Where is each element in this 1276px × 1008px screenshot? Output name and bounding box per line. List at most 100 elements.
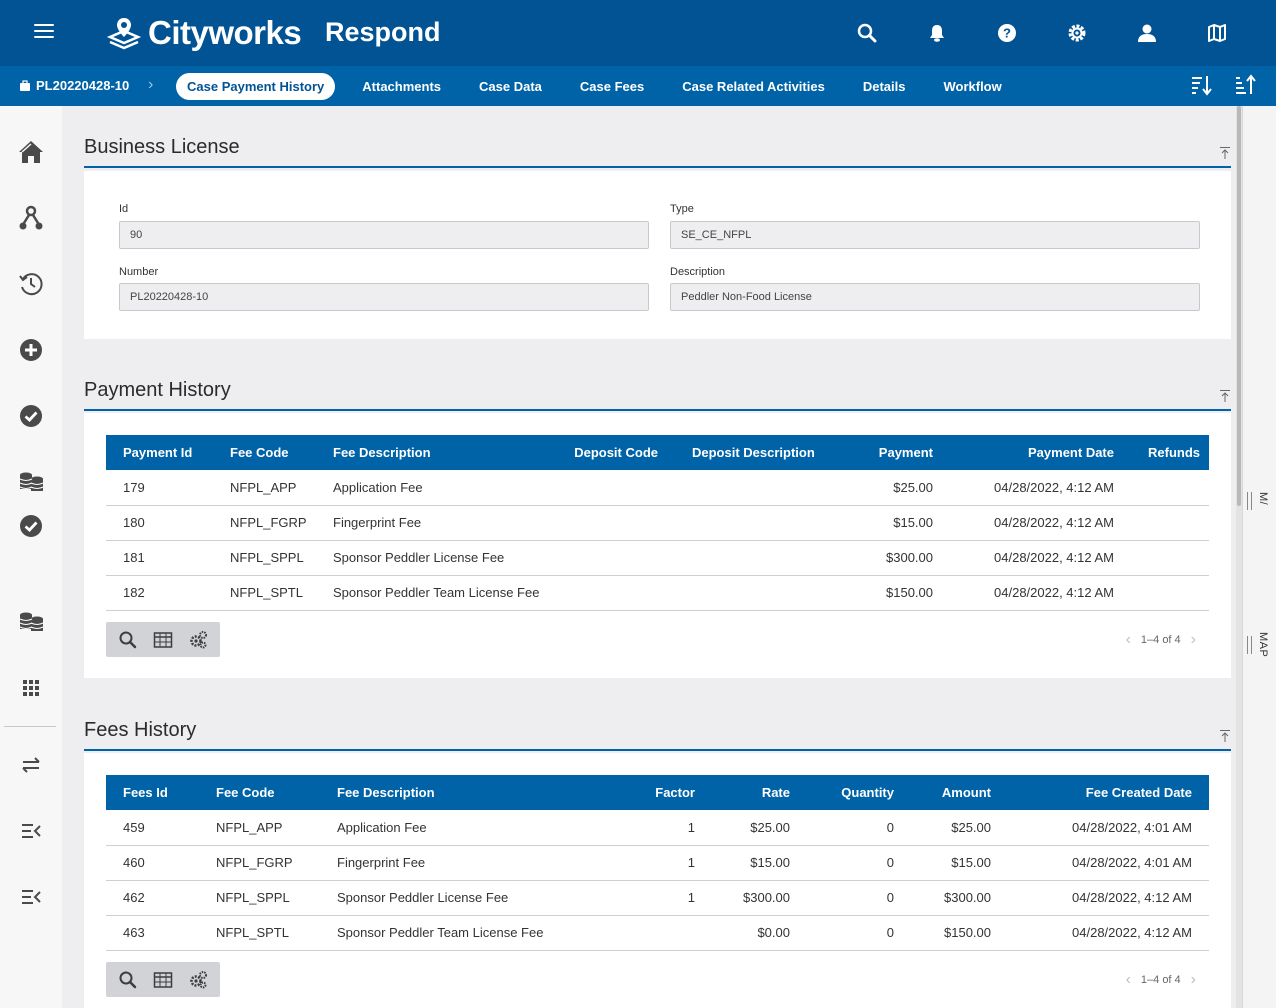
column-header[interactable]: Payment Id [123,445,193,460]
tab-workflow[interactable]: Workflow [943,79,1002,94]
settings-icon[interactable] [1042,18,1112,48]
collapse-section-icon[interactable] [1219,146,1231,160]
amount-cell: $15.00 [911,845,1008,881]
column-header[interactable]: Fee Code [230,445,289,460]
column-header[interactable]: Payment [878,445,933,460]
rail-divider [4,726,56,727]
deposit-code-cell [573,540,675,576]
coins-icon[interactable] [17,608,45,636]
column-header[interactable]: Fee Description [333,445,431,460]
fee-created-date-cell: 04/28/2022, 4:12 AM [1008,880,1209,916]
collapse-section-icon[interactable] [1219,389,1231,403]
table-row[interactable]: 182 NFPL_SPTL Sponsor Peddler Team Licen… [106,575,1209,611]
column-header[interactable]: Fee Created Date [1085,785,1192,800]
payment-date-cell: 04/28/2022, 4:12 AM [950,470,1131,506]
coins-icon[interactable] [17,468,45,496]
table-columns-icon[interactable] [151,968,175,992]
search-icon[interactable] [116,628,140,652]
collapsed-panel-label[interactable]: M/ [1257,492,1269,506]
tab-case-payment-history[interactable]: Case Payment History [176,73,336,100]
collapse-section-icon[interactable] [1219,729,1231,743]
add-circle-icon[interactable] [17,336,45,364]
hierarchy-icon[interactable] [17,204,45,232]
column-header[interactable]: Fee Description [337,785,435,800]
table-header-row: Fees Id Fee Code Fee Description Factor … [106,775,1209,810]
payment-date-cell: 04/28/2022, 4:12 AM [950,575,1131,611]
column-header[interactable]: Rate [761,785,790,800]
fees-history-table: Fees Id Fee Code Fee Description Factor … [106,775,1209,951]
table-row[interactable]: 179 NFPL_APP Application Fee $25.00 04/2… [106,470,1209,506]
table-row[interactable]: 180 NFPL_FGRP Fingerprint Fee $15.00 04/… [106,505,1209,541]
payment-history-header: Payment History [84,377,1231,411]
payment-id-cell: 179 [106,470,213,506]
search-icon[interactable] [116,968,140,992]
column-header[interactable]: Payment Date [1028,445,1114,460]
column-header[interactable]: Fees Id [123,785,168,800]
map-panel-label[interactable]: MAP [1257,632,1269,658]
scrollbar-thumb[interactable] [1237,106,1241,506]
briefcase-icon [20,79,30,91]
tab-case-fees[interactable]: Case Fees [579,79,645,94]
search-icon[interactable] [832,18,902,48]
fee-description-cell: Application Fee [320,810,597,846]
table-row[interactable]: 460 NFPL_FGRP Fingerprint Fee 1 $15.00 0… [106,845,1209,881]
cityworks-logo-icon [106,18,142,50]
vertical-scrollbar[interactable] [1236,106,1242,1008]
amount-cell: $150.00 [911,915,1008,951]
fee-code-cell: NFPL_APP [213,470,316,506]
gears-icon[interactable] [186,628,210,652]
factor-cell: 1 [597,880,712,916]
column-header[interactable]: Deposit Description [692,445,815,460]
tab-case-data[interactable]: Case Data [479,79,542,94]
table-row[interactable]: 459 NFPL_APP Application Fee 1 $25.00 0 … [106,810,1209,846]
tab-details[interactable]: Details [862,79,906,94]
amount-cell: $25.00 [911,810,1008,846]
column-header[interactable]: Refunds [1148,445,1200,460]
column-header[interactable]: Factor [655,785,695,800]
history-icon[interactable] [17,270,45,298]
column-header[interactable]: Amount [941,785,991,800]
collapse-menu-icon[interactable] [17,883,45,911]
next-page-icon[interactable]: › [1190,631,1196,648]
column-header[interactable]: Deposit Code [574,445,658,460]
table-header-row: Payment Id Fee Code Fee Description Depo… [106,435,1209,470]
payment-date-cell: 04/28/2022, 4:12 AM [950,540,1131,576]
bell-icon[interactable] [902,18,972,48]
panel-resize-handle[interactable] [1247,636,1252,654]
user-icon[interactable] [1112,18,1182,48]
check-circle-icon[interactable] [17,512,45,540]
next-page-icon[interactable]: › [1190,971,1196,988]
home-icon[interactable] [17,138,45,166]
previous-page-icon[interactable]: ‹ [1125,631,1131,648]
fee-description-cell: Fingerprint Fee [320,845,597,881]
tab-attachments[interactable]: Attachments [362,79,442,94]
case-breadcrumb[interactable]: PL20220428-10 [19,78,129,93]
number-field: PL20220428-10 [119,283,649,311]
panel-resize-handle[interactable] [1247,492,1252,510]
payment-id-cell: 182 [106,575,213,611]
previous-page-icon[interactable]: ‹ [1125,971,1131,988]
check-circle-icon[interactable] [17,402,45,430]
tab-case-related-activities[interactable]: Case Related Activities [682,79,825,94]
collapse-menu-icon[interactable] [17,817,45,845]
sort-ascending-icon[interactable] [1234,74,1256,96]
hamburger-menu-icon[interactable] [34,24,54,40]
cityworks-logo[interactable]: Cityworks [106,14,302,52]
refunds-cell [1131,505,1209,541]
table-columns-icon[interactable] [151,628,175,652]
swap-icon[interactable] [17,751,45,779]
help-icon[interactable]: ? [972,18,1042,48]
table-row[interactable]: 181 NFPL_SPPL Sponsor Peddler License Fe… [106,540,1209,576]
map-icon[interactable] [1182,18,1252,48]
right-collapsed-panels: M/ MAP [1242,106,1276,1008]
apps-grid-icon[interactable] [17,674,45,702]
sort-descending-icon[interactable] [1190,74,1212,96]
column-header[interactable]: Fee Code [216,785,275,800]
fees-id-cell: 459 [106,810,199,846]
table-row[interactable]: 463 NFPL_SPTL Sponsor Peddler Team Licen… [106,915,1209,951]
fee-description-cell: Sponsor Peddler Team License Fee [320,915,597,951]
column-header[interactable]: Quantity [841,785,894,800]
gears-icon[interactable] [186,968,210,992]
table-row[interactable]: 462 NFPL_SPPL Sponsor Peddler License Fe… [106,880,1209,916]
fee-created-date-cell: 04/28/2022, 4:12 AM [1008,915,1209,951]
